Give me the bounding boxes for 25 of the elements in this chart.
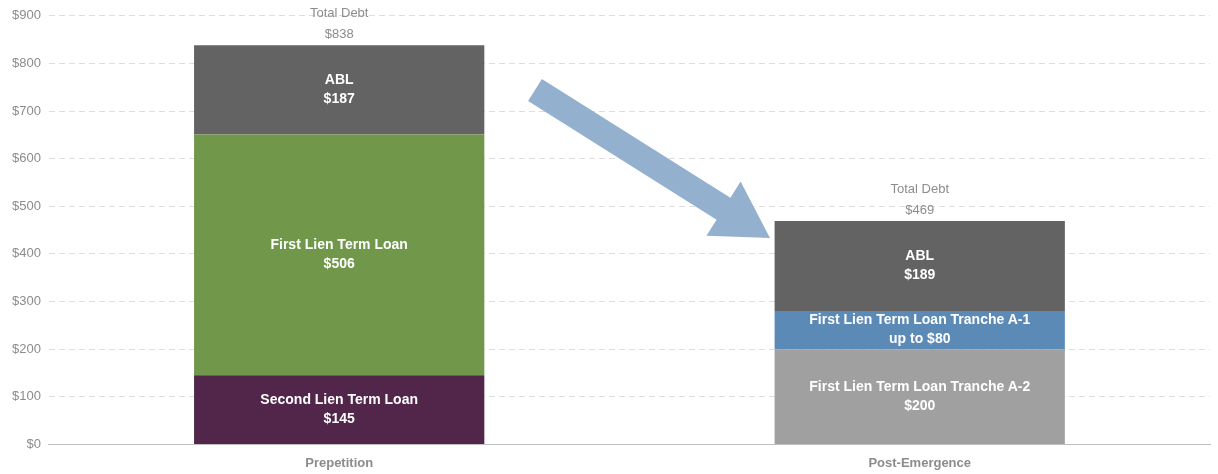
total-label: Total Debt $838	[309, 5, 369, 42]
y-tick-label: $500	[12, 197, 41, 213]
data-label: First Lien Term Loan Tranche A-1 up to $80	[809, 311, 1031, 347]
data-label: First Lien Term Loan $506	[270, 236, 408, 272]
y-tick-label: $0	[26, 435, 41, 451]
bar	[194, 375, 485, 444]
total-label: Total Debt $469	[890, 181, 950, 218]
data-label: ABL $189	[904, 247, 936, 283]
bar	[194, 134, 485, 376]
x-tick-label: Post-Emergence	[868, 454, 972, 470]
bar	[774, 349, 1065, 444]
y-tick-label: $600	[12, 150, 41, 166]
y-tick-label: $800	[12, 55, 41, 70]
x-tick-label: Prepetition	[305, 454, 374, 470]
data-label: First Lien Term Loan Tranche A-2 $200	[809, 377, 1031, 413]
y-tick-label: $200	[12, 340, 41, 356]
y-tick-label: $700	[12, 102, 41, 118]
y-tick-label: $300	[12, 293, 41, 309]
y-tick-label: $100	[12, 388, 41, 404]
y-tick-label: $400	[12, 245, 41, 261]
bar	[194, 45, 485, 135]
data-label: Second Lien Term Loan $145	[260, 390, 419, 426]
y-tick-label: $900	[12, 7, 41, 23]
data-label: ABL $187	[323, 71, 355, 107]
bar	[774, 221, 1065, 312]
